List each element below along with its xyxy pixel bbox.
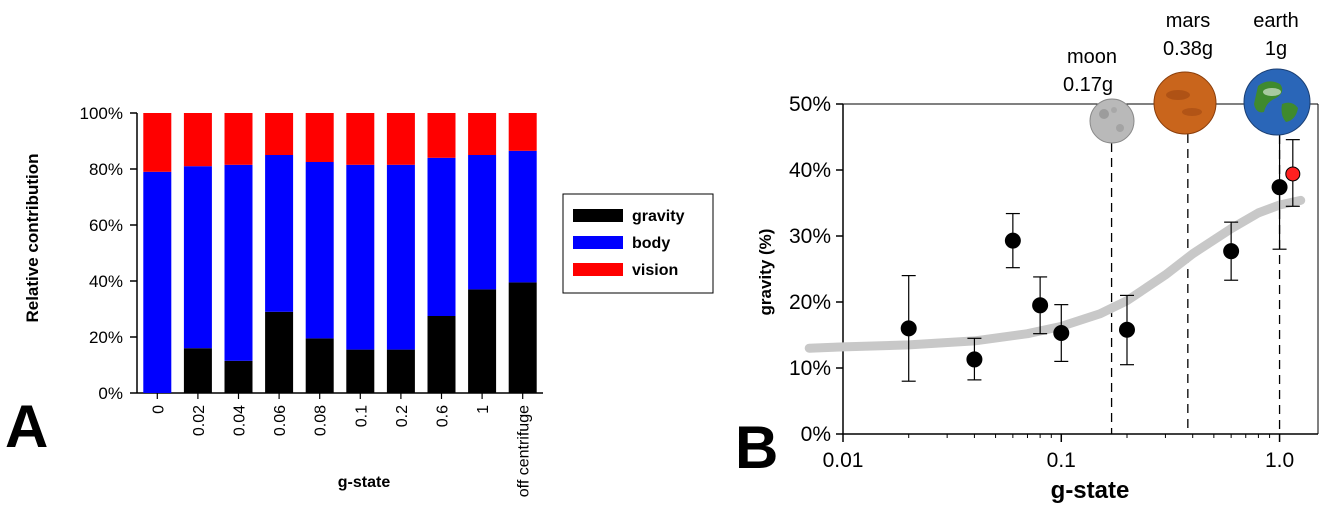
panel-b-chart: 0%10%20%30%40%50% 0.01 0.1 1.0 moon 0.17g …: [735, 10, 1319, 504]
panel-a-legend: gravity body vision: [562, 193, 714, 294]
mars-label-value: 0.38g: [1163, 38, 1213, 60]
bar-segment-gravity: [183, 348, 212, 393]
panel-b-y-tick-label: 0%: [801, 423, 831, 446]
bar-segment-gravity: [265, 311, 294, 393]
bar-segment-vision: [468, 113, 497, 155]
moon-icon: [1089, 98, 1135, 144]
bar-segment-body: [305, 162, 334, 339]
data-point: [900, 320, 917, 337]
panel-a-y-tick-label: 100%: [80, 104, 123, 123]
panel-b-x-tick-label: 0.01: [823, 449, 864, 472]
legend-swatch-body: [573, 236, 623, 249]
data-point: [1053, 325, 1070, 342]
bar-segment-body: [183, 166, 212, 349]
panel-b-x-tick-label: 1.0: [1265, 449, 1294, 472]
data-point-highlight: [1285, 166, 1301, 182]
bar-segment-body: [427, 157, 456, 316]
bar-segment-gravity: [508, 282, 537, 393]
legend-label-gravity: gravity: [632, 208, 685, 225]
panel-b-y-tick-label: 50%: [789, 93, 831, 116]
panel-a-x-tick-label: 0.06: [272, 405, 289, 436]
panel-a-y-tick-label: 20%: [89, 328, 123, 347]
bar-segment-gravity: [427, 316, 456, 393]
bar-segment-body: [224, 164, 253, 361]
panel-a-x-axis-label: g-state: [338, 474, 391, 491]
panel-a-y-ticks: 0% 20% 40% 60% 80% 100%: [80, 104, 137, 403]
bar-segment-vision: [427, 113, 456, 158]
bar-segment-body: [468, 155, 497, 290]
bar-segment-gravity: [305, 338, 334, 393]
bar-segment-vision: [508, 113, 537, 151]
legend-label-vision: vision: [632, 262, 678, 279]
bar-segment-body: [265, 155, 294, 312]
fit-curve: [804, 195, 1306, 353]
panel-b-y-tick-label: 30%: [789, 225, 831, 248]
panel-a-x-tick-label: 0.02: [191, 405, 208, 436]
panel-b-y-ticks: 0% 10% 20% 30% 40% 50%: [789, 93, 843, 446]
bar-segment-body: [143, 171, 172, 393]
earth-icon: [1243, 68, 1311, 136]
legend-label-body: body: [632, 235, 670, 252]
panel-b-x-ticks: 0.01 0.1 1.0: [823, 434, 1294, 472]
earth-label-name: earth: [1253, 10, 1299, 32]
panel-a-x-tick-label: 1: [475, 405, 492, 414]
panel-a-x-tick-label: 0: [150, 405, 167, 414]
mars-label-name: mars: [1166, 10, 1210, 32]
moon-label-value: 0.17g: [1063, 74, 1113, 96]
mars-icon: [1153, 71, 1217, 135]
data-point: [1223, 243, 1240, 260]
panel-b-x-tick-label: 0.1: [1047, 449, 1076, 472]
panel-a-x-tick-label: 0.08: [313, 405, 330, 436]
panel-b-y-tick-label: 40%: [789, 159, 831, 182]
panel-a-y-tick-label: 80%: [89, 160, 123, 179]
legend-swatch-vision: [573, 263, 623, 276]
bar-segment-body: [386, 164, 415, 350]
panel-b-y-tick-label: 20%: [789, 291, 831, 314]
panel-a-letter: A: [5, 393, 48, 460]
bar-segment-vision: [305, 113, 334, 162]
bar-segment-vision: [183, 113, 212, 167]
bar-segment-vision: [386, 113, 415, 165]
data-point: [1004, 232, 1021, 249]
bar-segment-gravity: [346, 349, 375, 393]
bar-segment-gravity: [468, 289, 497, 393]
data-point: [1271, 179, 1288, 196]
panel-a-y-tick-label: 60%: [89, 216, 123, 235]
panel-a-y-tick-label: 40%: [89, 272, 123, 291]
panel-b-data-points: [900, 128, 1301, 382]
panel-a-y-axis-label: Relative contribution: [23, 153, 42, 322]
bar-segment-body: [346, 164, 375, 350]
data-point: [1118, 321, 1135, 338]
earth-label-value: 1g: [1265, 38, 1287, 60]
panel-a-chart: 0%20%40%60%80%100% 0 0.02 0.04 0.06 0.08 0.1 0…: [5, 104, 714, 497]
panel-a-y-tick-label: 0%: [98, 384, 123, 403]
bar-segment-body: [508, 150, 537, 283]
bar-segment-vision: [143, 113, 172, 172]
panel-a-x-tick-label: 0.04: [232, 405, 249, 436]
moon-label-name: moon: [1067, 46, 1117, 68]
bar-segment-vision: [224, 113, 253, 165]
panel-a-bars: [143, 113, 537, 393]
bar-segment-gravity: [224, 360, 253, 393]
data-point: [966, 351, 983, 368]
panel-a-x-tick-label: off centrifuge: [516, 405, 533, 497]
bar-segment-vision: [265, 113, 294, 155]
legend-swatch-gravity: [573, 209, 623, 222]
bar-segment-vision: [346, 113, 375, 165]
panel-b-y-axis-label: gravity (%): [756, 229, 775, 316]
panel-b-letter: B: [735, 414, 778, 481]
panel-a-x-ticks: 0 0.02 0.04 0.06 0.08 0.1 0.2 0.6 1 off centrifug…: [150, 393, 533, 497]
panel-a-x-tick-label: 0.6: [435, 405, 452, 427]
data-point: [1032, 297, 1049, 314]
bar-segment-gravity: [386, 349, 415, 393]
panel-a-x-tick-label: 0.2: [394, 405, 411, 427]
panel-b-reference-lines: [1110, 134, 1281, 434]
panel-b-y-tick-label: 10%: [789, 357, 831, 380]
panel-a-x-tick-label: 0.1: [353, 405, 370, 427]
panel-b-x-axis-label: g-state: [1051, 477, 1130, 504]
